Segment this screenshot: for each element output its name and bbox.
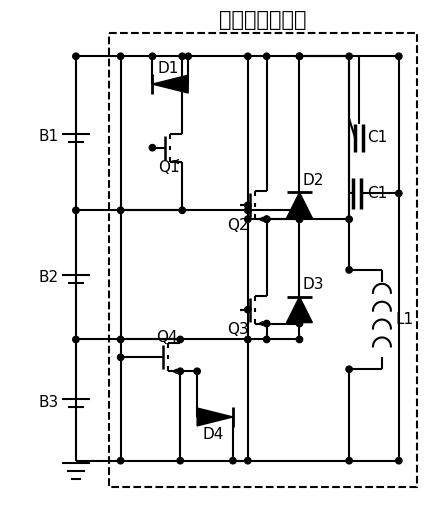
Text: D1: D1	[158, 61, 179, 76]
Circle shape	[73, 336, 79, 343]
Circle shape	[73, 53, 79, 59]
Circle shape	[149, 53, 156, 59]
Text: D4: D4	[202, 427, 224, 443]
Text: D2: D2	[302, 173, 324, 188]
Circle shape	[296, 216, 302, 222]
Circle shape	[296, 53, 302, 59]
Circle shape	[179, 53, 185, 59]
Circle shape	[245, 457, 251, 464]
Polygon shape	[197, 408, 233, 426]
Circle shape	[263, 53, 270, 59]
Circle shape	[263, 336, 270, 343]
Text: C1: C1	[367, 186, 387, 201]
Circle shape	[346, 457, 352, 464]
Circle shape	[230, 457, 236, 464]
Circle shape	[263, 320, 270, 327]
Circle shape	[396, 53, 402, 59]
Circle shape	[263, 216, 270, 222]
Circle shape	[118, 207, 124, 214]
Circle shape	[73, 207, 79, 214]
Text: B1: B1	[38, 129, 58, 144]
Circle shape	[118, 457, 124, 464]
Circle shape	[177, 336, 184, 343]
Circle shape	[346, 216, 352, 222]
Polygon shape	[286, 297, 312, 322]
Text: Q3: Q3	[227, 322, 249, 337]
Circle shape	[245, 216, 251, 222]
Circle shape	[245, 336, 251, 343]
Circle shape	[396, 190, 402, 197]
Circle shape	[118, 354, 124, 361]
Text: Q2: Q2	[227, 218, 249, 233]
Circle shape	[296, 207, 302, 214]
Polygon shape	[152, 75, 188, 93]
Circle shape	[118, 53, 124, 59]
Text: B3: B3	[38, 394, 59, 409]
Text: L1: L1	[396, 312, 414, 327]
Circle shape	[177, 457, 184, 464]
Circle shape	[245, 202, 251, 208]
Text: Q1: Q1	[158, 160, 180, 175]
Text: 电池均衡子模块: 电池均衡子模块	[219, 10, 306, 30]
Circle shape	[118, 336, 124, 343]
Circle shape	[185, 53, 191, 59]
Circle shape	[296, 320, 302, 327]
Circle shape	[177, 368, 184, 375]
Circle shape	[245, 53, 251, 59]
Text: B2: B2	[38, 270, 58, 285]
Circle shape	[245, 307, 251, 313]
Text: D3: D3	[302, 277, 324, 292]
Text: Q4: Q4	[156, 330, 178, 345]
Circle shape	[194, 368, 201, 375]
Circle shape	[263, 216, 270, 222]
Circle shape	[346, 53, 352, 59]
Circle shape	[245, 207, 251, 214]
Circle shape	[296, 336, 302, 343]
Circle shape	[149, 145, 156, 151]
Polygon shape	[286, 193, 312, 218]
Circle shape	[296, 53, 302, 59]
Circle shape	[179, 207, 185, 214]
Circle shape	[296, 216, 302, 222]
Text: C1: C1	[367, 130, 387, 145]
Circle shape	[396, 457, 402, 464]
Circle shape	[346, 267, 352, 273]
Circle shape	[346, 366, 352, 373]
